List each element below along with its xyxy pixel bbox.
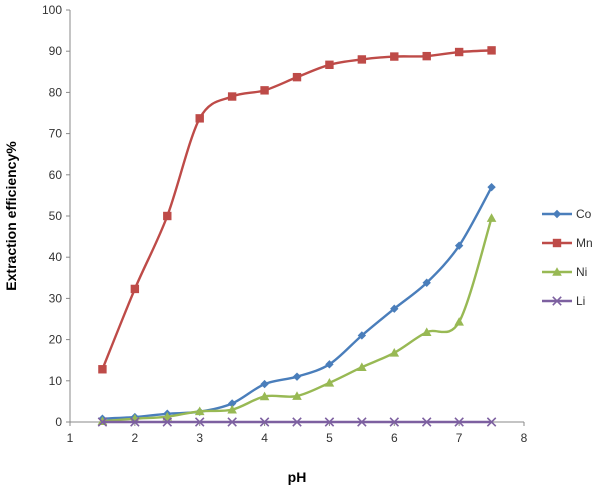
legend-label: Co (576, 207, 592, 221)
data-point-mn (196, 114, 204, 122)
legend-item-co: Co (542, 207, 592, 221)
legend: Co Mn Ni Li (542, 207, 593, 308)
y-tick-label: 10 (49, 374, 63, 388)
x-tick-label: 6 (391, 431, 398, 445)
data-point-mn (228, 92, 236, 100)
data-point-mn (423, 52, 431, 60)
y-tick-label: 30 (49, 291, 63, 305)
series-li (98, 418, 496, 426)
y-tick-label: 80 (49, 85, 63, 99)
legend-item-mn: Mn (542, 236, 593, 250)
legend-item-ni: Ni (542, 265, 587, 279)
data-point-mn (487, 46, 495, 54)
legend-marker-mn (553, 239, 561, 247)
data-point-mn (293, 73, 301, 81)
y-tick-label: 70 (49, 127, 63, 141)
axes (70, 10, 524, 422)
legend-label: Mn (576, 236, 593, 250)
series-line-mn (102, 50, 491, 369)
series-ni (98, 213, 497, 425)
data-point-co (293, 372, 301, 380)
data-point-mn (98, 365, 106, 373)
line-chart: 010203040506070809010012345678 CoMnNiLi … (0, 0, 600, 502)
data-point-mn (163, 212, 171, 220)
data-point-co (260, 380, 268, 388)
data-point-mn (131, 285, 139, 293)
x-tick-label: 1 (67, 431, 74, 445)
legend-label: Li (576, 294, 585, 308)
data-point-mn (325, 61, 333, 69)
y-tick-label: 40 (49, 250, 63, 264)
y-tick-label: 90 (49, 44, 63, 58)
legend-item-li: Li (542, 294, 585, 308)
series-mn (98, 46, 496, 373)
data-point-mn (390, 52, 398, 60)
x-tick-label: 2 (132, 431, 139, 445)
data-point-mn (358, 55, 366, 63)
x-tick-label: 7 (456, 431, 463, 445)
y-tick-label: 50 (49, 209, 63, 223)
y-tick-label: 100 (42, 3, 62, 17)
data-point-ni (389, 348, 399, 357)
legend-marker-co (553, 210, 561, 218)
x-tick-label: 4 (261, 431, 268, 445)
data-point-ni (487, 213, 497, 222)
series-co (98, 183, 496, 423)
series (98, 46, 497, 426)
y-tick-label: 20 (49, 333, 63, 347)
data-point-ni (454, 317, 464, 326)
x-tick-label: 3 (196, 431, 203, 445)
series-line-ni (102, 218, 491, 421)
series-line-co (102, 187, 491, 419)
y-tick-label: 0 (55, 415, 62, 429)
x-axis-title: pH (288, 469, 307, 485)
data-point-mn (455, 48, 463, 56)
y-tick-label: 60 (49, 168, 63, 182)
x-tick-label: 8 (521, 431, 528, 445)
legend-label: Ni (576, 265, 587, 279)
x-tick-label: 5 (326, 431, 333, 445)
y-axis-title: Extraction efficiency% (3, 141, 19, 291)
data-point-mn (260, 86, 268, 94)
